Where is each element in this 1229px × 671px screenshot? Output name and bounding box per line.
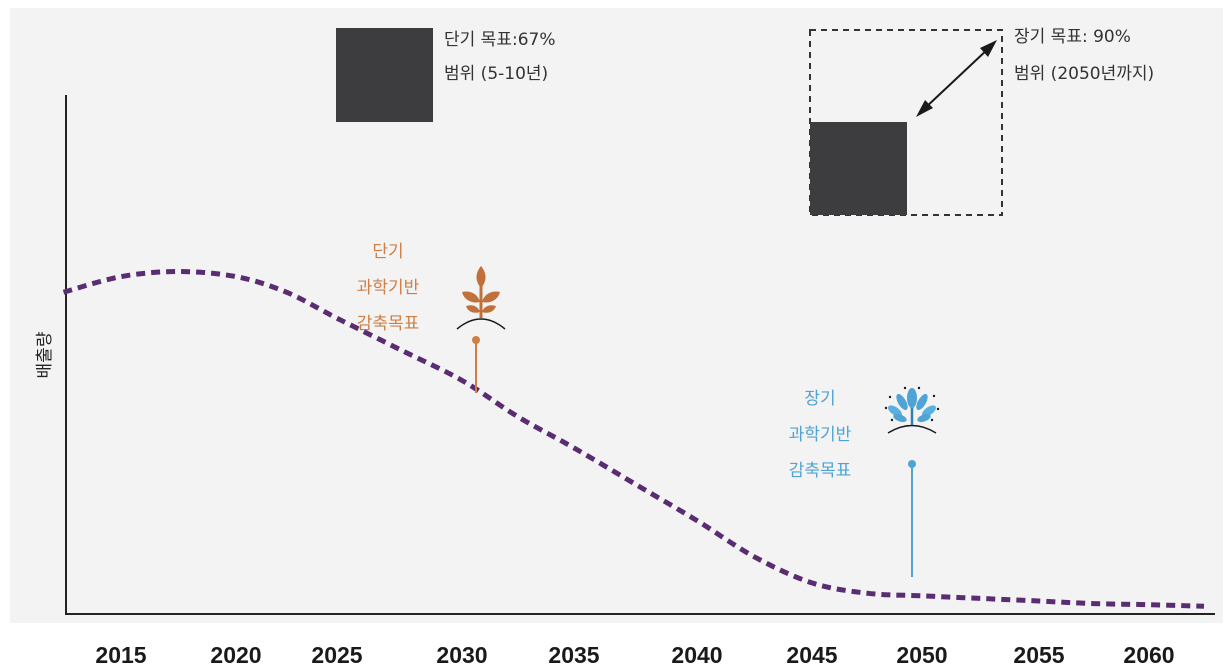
long-term-label-line3: 감축목표 — [789, 461, 852, 481]
x-tick-label: 2055 — [1013, 642, 1064, 668]
short-term-label-line2: 과학기반 — [357, 278, 420, 298]
long-term-marker-dot — [908, 460, 916, 468]
chart-panel — [10, 8, 1223, 623]
x-tick-label: 2015 — [95, 642, 146, 668]
legend-short-term-swatch — [336, 28, 433, 122]
x-tick-label: 2030 — [436, 642, 487, 668]
legend-long-term-line1: 장기 목표: 90% — [1014, 27, 1131, 47]
legend-short-term-line1: 단기 목표:67% — [444, 30, 555, 50]
x-tick-label: 2035 — [548, 642, 599, 668]
short-term-label-line1: 단기 — [372, 242, 403, 262]
long-term-annotation: 장기 과학기반 감축목표 — [789, 386, 940, 577]
long-term-label-line2: 과학기반 — [789, 425, 852, 445]
x-tick-label: 2040 — [671, 642, 722, 668]
legend-long-term-line2: 범위 (2050년까지) — [1014, 64, 1154, 84]
x-tick-label: 2020 — [210, 642, 261, 668]
short-term-marker-dot — [472, 336, 480, 344]
short-term-label-line3: 감축목표 — [357, 314, 420, 334]
legend-long-term-swatch — [810, 122, 907, 215]
tree-icon — [884, 386, 940, 434]
x-tick-label: 2060 — [1123, 642, 1174, 668]
x-tick-label: 2050 — [896, 642, 947, 668]
x-axis-tick-labels: 2015 2020 2025 2030 2035 2040 2045 2050 2055 2060 — [95, 642, 1174, 668]
legend-short-term-line2: 범위 (5-10년) — [444, 64, 548, 84]
sprout-icon — [456, 266, 506, 330]
y-axis-label: 배출량 — [35, 331, 55, 378]
x-tick-label: 2025 — [311, 642, 362, 668]
short-term-annotation: 단기 과학기반 감축목표 — [357, 242, 506, 393]
x-tick-label: 2045 — [786, 642, 837, 668]
emissions-series-line — [62, 268, 1205, 609]
long-term-label-line1: 장기 — [804, 389, 835, 409]
legend-long-term-arrow — [916, 40, 997, 117]
